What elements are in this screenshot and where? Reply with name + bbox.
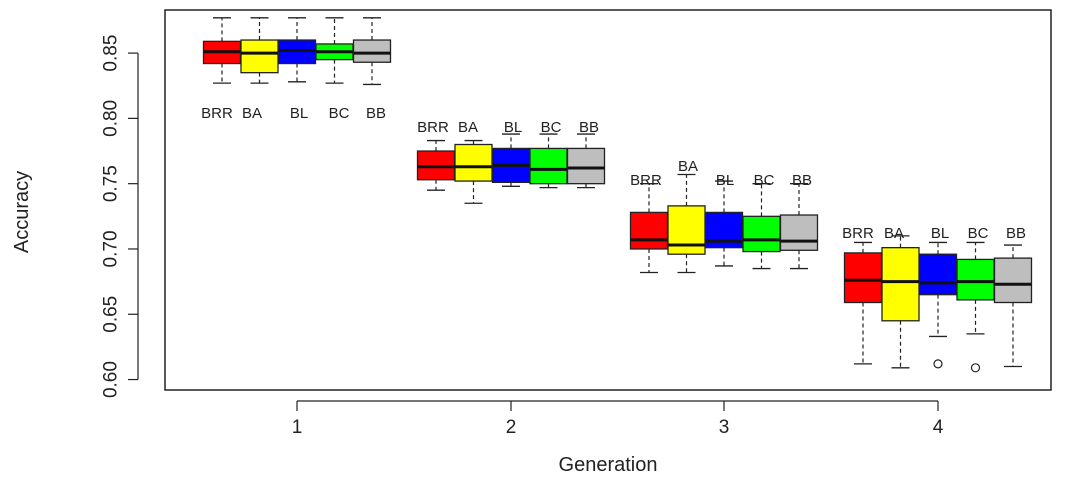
- y-tick-label: 0.65: [101, 296, 122, 333]
- box-label-ba-gen1: BA: [242, 105, 262, 122]
- box-iqr: [667, 205, 706, 255]
- box-iqr: [454, 143, 493, 182]
- boxplot-ba-gen3: [667, 173, 706, 274]
- y-tick-label: 0.80: [101, 100, 122, 137]
- boxplot-bb-gen4: [993, 244, 1033, 368]
- boxplot-brr-gen3: [629, 183, 669, 274]
- box-label-brr-gen2: BRR: [417, 119, 449, 136]
- box-label-bc-gen2: BC: [541, 119, 562, 136]
- box-label-bl-gen4: BL: [931, 225, 949, 242]
- box-label-bl-gen2: BL: [504, 119, 522, 136]
- outlier-point: [933, 359, 943, 369]
- box-label-bl-gen1: BL: [290, 105, 308, 122]
- x-tick-label: 1: [292, 417, 303, 438]
- x-tick-label: 4: [933, 417, 944, 438]
- boxplot-bl-gen4: [918, 241, 958, 369]
- boxplot-bb-gen1: [352, 17, 392, 86]
- box-label-bl-gen3: BL: [716, 172, 734, 189]
- box-iqr: [843, 252, 883, 304]
- box-iqr: [993, 257, 1033, 304]
- boxplot-brr-gen1: [202, 17, 242, 84]
- box-label-bc-gen4: BC: [968, 225, 989, 242]
- box-label-bc-gen1: BC: [329, 105, 350, 122]
- box-iqr: [629, 211, 669, 250]
- y-tick-label: 0.60: [101, 361, 122, 398]
- boxplot-bb-gen2: [566, 133, 606, 189]
- x-axis: 1 2 3 4: [292, 400, 944, 438]
- x-tick-label: 2: [506, 417, 517, 438]
- box-label-brr-gen3: BRR: [630, 172, 662, 189]
- boxplot-ba-gen1: [240, 17, 279, 84]
- boxplot-bl-gen2: [491, 133, 531, 187]
- boxplot-bl-gen1: [277, 17, 317, 83]
- box-label-ba-gen2: BA: [458, 119, 478, 136]
- box-label-brr-gen4: BRR: [842, 225, 874, 242]
- box-label-bb-gen1: BB: [366, 105, 386, 122]
- box-iqr: [529, 147, 568, 185]
- x-axis-title: Generation: [559, 454, 658, 476]
- box-label-ba-gen4: BA: [884, 225, 904, 242]
- box-iqr: [779, 214, 819, 251]
- y-tick-label: 0.75: [101, 165, 122, 202]
- plot-frame: [164, 9, 1052, 391]
- boxplot-bc-gen2: [529, 133, 568, 189]
- box-label-bb-gen2: BB: [579, 119, 599, 136]
- boxplot-brr-gen2: [416, 139, 456, 191]
- y-axis: 0.60 0.65 0.70 0.75 0.80 0.85: [101, 35, 139, 398]
- box-label-bb-gen3: BB: [792, 172, 812, 189]
- boxplot-bl-gen3: [704, 180, 744, 267]
- y-tick-label: 0.85: [101, 35, 122, 72]
- box-label-bb-gen4: BB: [1006, 225, 1026, 242]
- boxplot-bc-gen1: [315, 17, 354, 84]
- boxplot-ba-gen4: [881, 235, 920, 369]
- x-tick-label: 3: [719, 417, 730, 438]
- y-axis-title: Accuracy: [11, 171, 33, 253]
- boxplot-bc-gen4: [956, 241, 995, 373]
- box-iqr: [956, 258, 995, 301]
- box-iqr: [918, 253, 958, 296]
- box-iqr: [881, 247, 920, 322]
- box-iqr: [352, 39, 392, 63]
- box-label-brr-gen1: BRR: [201, 105, 233, 122]
- box-label-bc-gen3: BC: [754, 172, 775, 189]
- box-iqr: [240, 39, 279, 74]
- boxplot-bb-gen3: [779, 183, 819, 270]
- box-iqr: [742, 215, 781, 253]
- boxplots: [202, 17, 1033, 373]
- outlier-point: [970, 363, 981, 373]
- box-iqr: [566, 147, 606, 185]
- boxplot-brr-gen4: [843, 241, 883, 365]
- box-labels: BRR BRR BRR BRR BA BA BA BA BL BL BL BL BC BC BC BC BB BB…: [201, 105, 1026, 242]
- boxplot-ba-gen2: [454, 139, 493, 204]
- box-label-ba-gen3: BA: [678, 158, 698, 175]
- y-tick-label: 0.70: [101, 230, 122, 267]
- boxplot-bc-gen3: [742, 183, 781, 270]
